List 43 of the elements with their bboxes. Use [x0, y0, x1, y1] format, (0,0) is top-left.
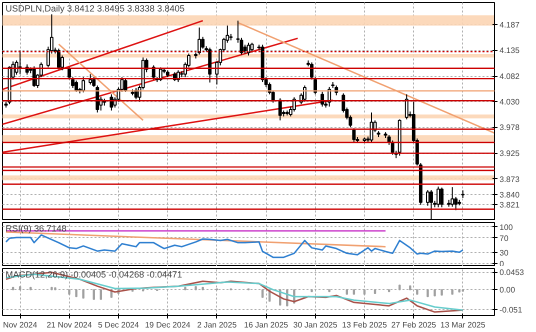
y-tick-label: 30: [500, 248, 509, 258]
y-tick-label: 3.873: [500, 174, 520, 184]
chart-title: USDPLN,Daily 3.8412 3.8495 3.8338 3.8405: [6, 4, 185, 14]
candlestick: [436, 186, 440, 208]
candlestick: [450, 186, 454, 208]
y-tick-label: 100: [500, 222, 514, 232]
x-tick-label: 27 Feb 2025: [391, 320, 437, 330]
candlestick: [352, 128, 356, 142]
y-tick-label: 3.978: [500, 123, 520, 132]
x-tick-label: 21 Nov 2024: [46, 320, 93, 330]
x-tick-label: 13 Feb 2025: [342, 320, 388, 330]
y-tick-label: 3.840: [500, 190, 520, 200]
y-tick-label: 0.0453: [500, 268, 525, 278]
candlestick: [404, 94, 408, 120]
y-tick-label: 3.821: [500, 200, 520, 210]
y-tick-label: 4.082: [500, 72, 520, 82]
x-tick-label: 19 Dec 2024: [144, 320, 191, 330]
candlestick: [278, 98, 282, 121]
candlestick: [32, 66, 36, 88]
y-tick-label: 4.187: [500, 20, 520, 30]
x-tick-label: Nov 2024: [2, 320, 38, 330]
y-tick-label: 3.925: [500, 149, 520, 158]
candlestick: [201, 36, 205, 50]
candlestick: [454, 196, 458, 211]
y-tick-label: 4.030: [500, 98, 520, 107]
x-tick-label: 16 Jan 2025: [244, 320, 289, 330]
candlestick: [88, 74, 92, 85]
x-tick-label: 5 Dec 2024: [98, 320, 140, 330]
y-tick-label: 4.135: [500, 46, 520, 56]
x-tick-label: 2 Jan 2025: [197, 320, 238, 330]
candlestick: [57, 48, 60, 70]
candlestick: [440, 187, 444, 208]
line-series: [5, 234, 464, 258]
candlestick: [250, 42, 254, 54]
x-tick-label: 30 Jan 2025: [293, 320, 338, 330]
candlestick: [426, 190, 430, 206]
y-tick-label: 0.00: [500, 286, 516, 295]
y-tick-label: -0.051: [500, 305, 523, 314]
x-tick-label: 13 Mar 2025: [440, 320, 486, 330]
candlestick: [198, 27, 202, 56]
candlestick: [74, 80, 78, 92]
y-tick-label: 70: [500, 234, 509, 243]
candlestick: [82, 76, 86, 93]
